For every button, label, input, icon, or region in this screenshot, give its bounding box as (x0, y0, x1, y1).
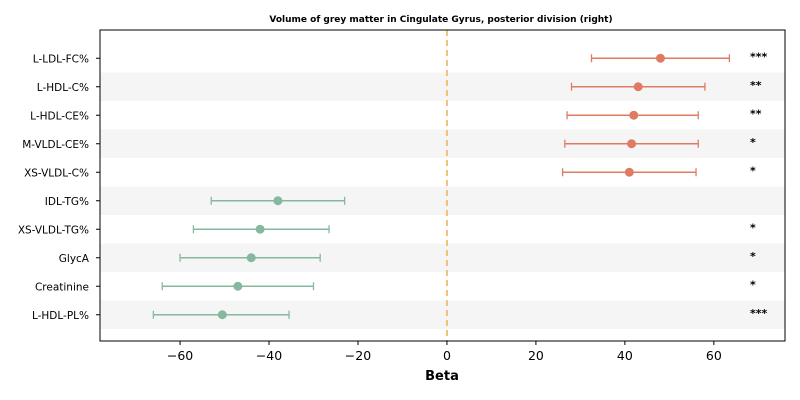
estimate-point (246, 253, 256, 263)
x-tick-label: 40 (617, 348, 633, 363)
x-tick-label: 60 (706, 348, 722, 363)
x-tick-label: −40 (256, 348, 282, 363)
significance-star: *** (750, 307, 768, 320)
y-tick-label: XS-VLDL-C% (24, 167, 89, 179)
y-tick-label: XS-VLDL-TG% (18, 224, 89, 236)
y-tick-label: IDL-TG% (45, 196, 89, 208)
significance-star: * (750, 250, 756, 263)
y-tick-label: L-LDL-FC% (33, 53, 89, 65)
estimate-point (233, 281, 243, 291)
y-axis-labels: L-LDL-FC% L-HDL-C% L-HDL-CE% M-VLDL-CE% XS-V… (18, 53, 100, 322)
x-tick-label: 20 (528, 348, 544, 363)
x-tick-label: −20 (345, 348, 371, 363)
y-tick-label: L-HDL-PL% (32, 310, 89, 322)
x-tick-label: −60 (167, 348, 193, 363)
significance-star: ** (750, 79, 762, 92)
significance-star: * (750, 221, 756, 234)
row-bands (100, 72, 785, 329)
y-tick-label: Creatinine (35, 281, 89, 293)
estimate-point (627, 139, 637, 149)
significance-markers: *************** (750, 50, 768, 320)
chart-title: Volume of grey matter in Cingulate Gyrus… (269, 15, 612, 25)
x-axis-label: Beta (425, 369, 459, 384)
estimate-point (255, 224, 265, 234)
estimate-point (633, 82, 643, 92)
significance-star: * (750, 164, 756, 177)
data-marks (152, 53, 731, 320)
estimate-point (624, 167, 634, 177)
x-axis: −60 −40 −20 0 20 40 60 (167, 341, 722, 363)
y-tick-label: M-VLDL-CE% (22, 139, 89, 151)
significance-star: * (750, 136, 756, 149)
significance-star: * (750, 278, 756, 291)
estimate-point (629, 110, 639, 120)
y-tick-label: L-HDL-CE% (30, 110, 89, 122)
estimate-point (217, 310, 227, 320)
plot-frame (99, 29, 786, 342)
y-tick-label: GlycA (59, 253, 90, 265)
row-band (100, 186, 785, 215)
x-tick-label: 0 (443, 348, 451, 363)
significance-star: *** (750, 50, 768, 63)
y-tick-label: L-HDL-C% (37, 82, 89, 94)
estimate-point (273, 196, 283, 206)
significance-star: ** (750, 107, 762, 120)
estimate-point (655, 53, 665, 63)
